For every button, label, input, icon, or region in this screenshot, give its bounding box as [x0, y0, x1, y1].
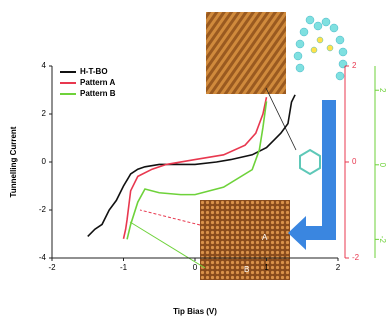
inset-label: B: [244, 265, 249, 274]
series-line: [122, 97, 268, 239]
y2-tick-label: 0: [352, 157, 357, 166]
stm-image-top: [206, 12, 286, 94]
y-tick-label: 2: [42, 109, 47, 118]
y2-tick-label: -2: [352, 253, 360, 262]
pointer: [139, 209, 201, 226]
x-axis-label: Tip Bias (V): [173, 307, 217, 316]
legend-label: H-T-BO: [80, 67, 108, 76]
y3-tick-label: 2: [378, 88, 386, 93]
x-tick-label: -2: [48, 263, 56, 272]
y-tick-label: -2: [39, 205, 47, 214]
pointer: [129, 221, 206, 269]
y-tick-label: -4: [39, 253, 47, 262]
legend: H-T-BO Pattern A Pattern B: [60, 67, 116, 98]
series-line: [87, 94, 296, 237]
y2-tick-label: 2: [352, 61, 357, 70]
y-tick-label: 0: [42, 157, 47, 166]
x-tick-label: 1: [264, 263, 269, 272]
y-tick-label: 4: [42, 61, 47, 70]
x-tick-label: -1: [120, 263, 128, 272]
stm-image-bottom: [200, 200, 290, 280]
pointer: [265, 87, 297, 151]
series-line: [126, 101, 268, 240]
ring-icon: [299, 148, 321, 176]
y3-tick-label: 0: [378, 163, 386, 168]
insets: A B: [129, 12, 348, 280]
x-tick-label: 2: [336, 263, 341, 272]
molecule: [293, 15, 348, 81]
y-axis-label: Tunnelling Current: [9, 126, 18, 197]
x-tick-label: 0: [193, 263, 198, 272]
inset-label: A: [262, 233, 268, 242]
y3-tick-label: -2: [378, 236, 386, 244]
arrow: [288, 100, 336, 250]
legend-label: Pattern A: [80, 78, 115, 87]
legend-label: Pattern B: [80, 89, 116, 98]
